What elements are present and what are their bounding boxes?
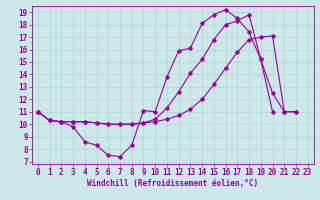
X-axis label: Windchill (Refroidissement éolien,°C): Windchill (Refroidissement éolien,°C) (87, 179, 258, 188)
